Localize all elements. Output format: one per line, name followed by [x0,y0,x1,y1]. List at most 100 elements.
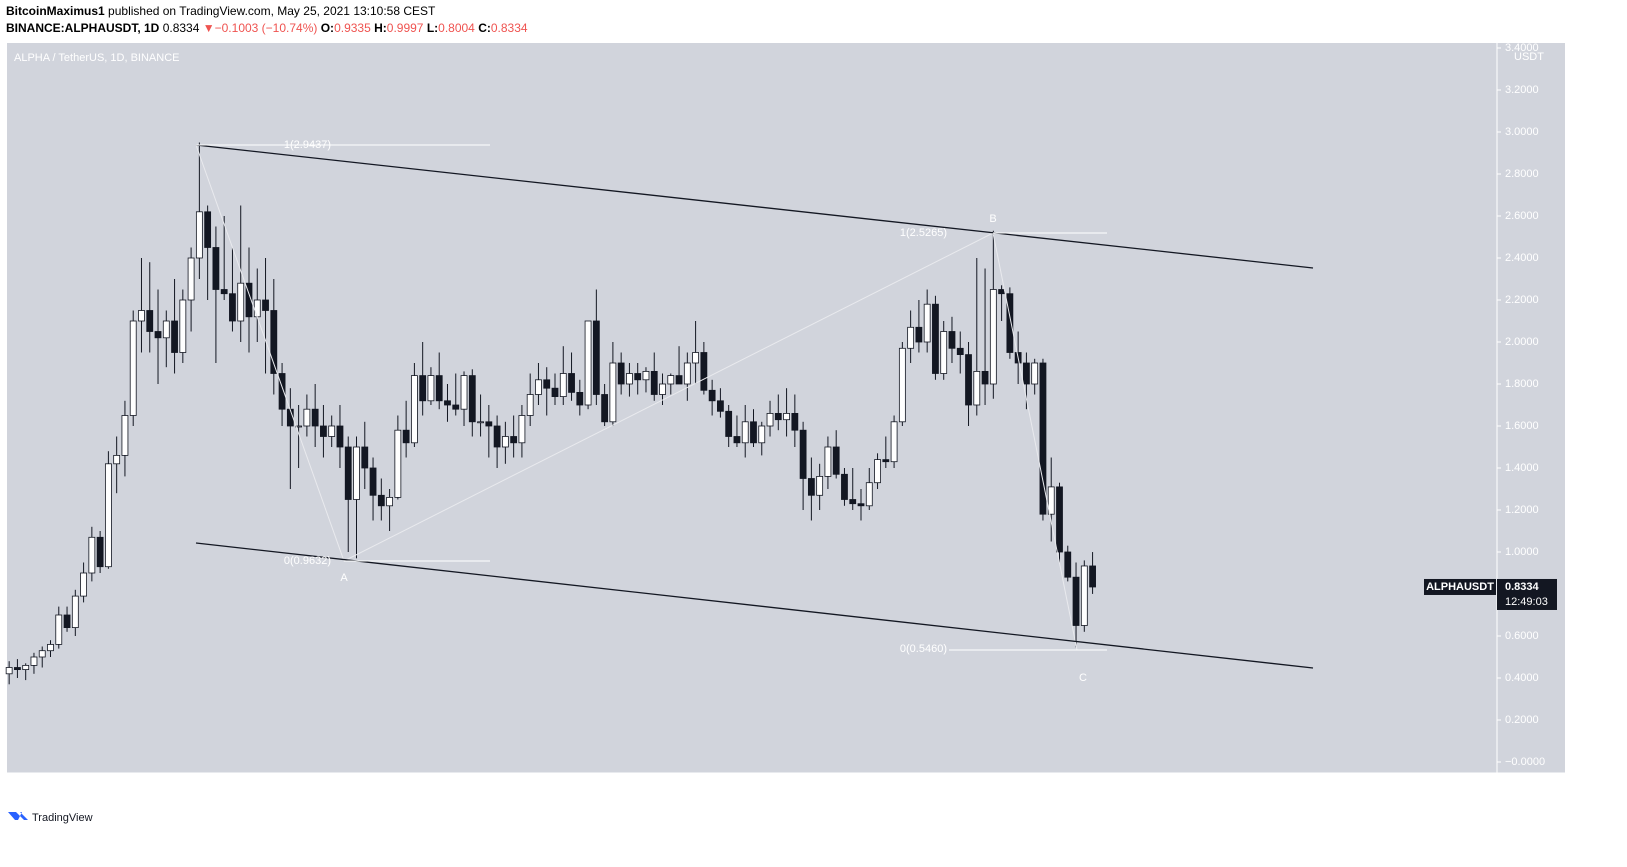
candle-body [336,425,344,448]
candle-body [113,454,121,465]
x-tick-label: 21 [61,781,73,793]
candle-body [841,473,848,500]
candle-body [923,303,931,343]
x-tick-label: 12 [1483,781,1495,793]
candle-body [1039,362,1047,515]
x-tick-label: 15 [499,781,511,793]
wave-label: A [340,572,348,584]
y-tick-label: 2.6000 [1505,210,1539,222]
price-tag-symbol: ALPHAUSDT [1426,581,1494,593]
candle-body [303,408,311,427]
candle-body [419,375,427,402]
o-value: 0.9335 [334,21,371,35]
candle-body [882,459,890,463]
last: 0.8334 [163,21,200,35]
candle-body [832,446,840,475]
x-tick-label: 14 [1252,781,1264,793]
candle-body [55,614,63,645]
candle-body [468,375,476,423]
plot-background [7,43,1497,773]
candle-body [187,257,195,301]
candle-body [940,331,948,374]
y-tick-label: 3.0000 [1505,126,1539,138]
x-tick-label: 12 [731,781,743,793]
candle-body [353,446,360,500]
candle-body [956,347,964,355]
candle-body [874,459,881,484]
candle-body [146,310,154,332]
candle-body [510,436,518,444]
candle-body [1080,565,1088,626]
candle-body [460,375,468,410]
x-tick-label: Feb [149,781,168,793]
candle-body [295,425,303,428]
l-label: L: [427,21,438,35]
change: −0.1003 (−10.74%) [215,21,318,35]
candle-body [5,667,13,675]
candle-body [435,375,443,402]
candle-body [857,503,865,507]
candle-body [626,373,633,385]
o-label: O: [321,21,334,35]
channel-line [195,542,1314,669]
candle-body [104,463,112,568]
candle-body [758,425,766,444]
candle-body [129,320,137,416]
candle-body [816,475,824,496]
candle-body [725,410,733,437]
candle-body [195,211,203,259]
candle-body [1072,576,1080,626]
candle-body [1064,551,1072,578]
candle-body [212,247,220,290]
candle-body [88,536,96,574]
candle-body [171,320,178,353]
channel-line [195,144,1314,269]
candle-body [551,387,559,397]
candle-body [981,370,989,385]
candle-body [30,656,38,666]
symbol-line: BINANCE:ALPHAUSDT, 1D 0.8334 ▼−0.1003 (−… [6,21,528,35]
candle-body [915,326,923,343]
h-label: H: [374,21,387,35]
candle-body [791,412,799,431]
candles [5,142,1096,685]
wave-label: B [989,213,996,225]
candle-body [741,421,749,444]
candle-body [501,436,509,448]
fib-label: 0(0.9632) [284,555,331,567]
price-tag-box [1497,578,1557,610]
candle-body [601,394,609,423]
candle-body [543,379,551,389]
candle-body [932,303,939,374]
candle-body [708,389,716,402]
candle-body [642,370,650,381]
price-tag-box [1424,578,1496,595]
candle-body [998,289,1006,295]
y-tick-label: 0.2000 [1505,714,1539,726]
candle-body [824,446,832,477]
candle-body [427,375,435,402]
candle-body [204,211,212,248]
x-tick-label: 17 [1020,781,1032,793]
x-tick-label: May [884,781,905,793]
y-tick-label: 0.6000 [1505,630,1539,642]
candle-body [692,352,699,364]
x-tick-label: Jun [1142,781,1160,793]
candle-body [766,412,774,427]
candle-body [262,299,269,311]
candle-body [609,362,617,423]
candle-body [402,429,410,444]
candle-body [717,400,724,412]
candle-body [377,494,385,507]
candle-body [386,496,393,507]
candle-body [675,375,683,385]
candle-body [138,310,145,322]
price-tag-countdown: 12:49:03 [1505,596,1548,608]
candle-body [96,536,104,568]
candle-body [154,331,162,339]
candle-body [592,320,600,395]
candle-body [576,391,584,406]
fib-label: 1(2.5265) [900,227,947,239]
candle-body [14,667,21,670]
